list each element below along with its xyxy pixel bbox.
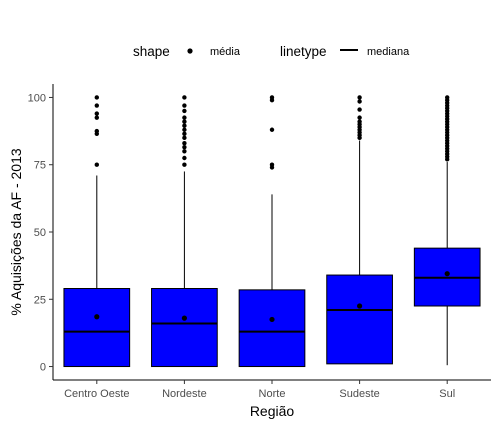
legend-title-shape: shape	[133, 44, 170, 59]
outlier-point	[94, 128, 100, 134]
outlier-point	[182, 135, 187, 141]
outlier-point	[182, 119, 187, 124]
boxes	[63, 95, 481, 368]
outlier-point	[94, 115, 100, 120]
box-group	[413, 95, 481, 366]
outlier-point	[269, 162, 275, 167]
outlier-point	[269, 127, 275, 132]
outlier-point	[182, 162, 187, 167]
y-tick-label: 25	[34, 294, 46, 306]
box-group	[326, 95, 393, 365]
mean-point	[94, 314, 100, 320]
outlier-point	[182, 145, 187, 150]
outlier-point	[182, 131, 187, 136]
x-tick-label: Nordeste	[162, 388, 207, 400]
box-iqr	[63, 288, 131, 368]
mean-point	[444, 271, 450, 277]
outlier-point	[94, 95, 100, 100]
box-group	[238, 95, 306, 368]
y-tick-label: 0	[40, 362, 46, 374]
outlier-point	[182, 149, 187, 154]
outlier-point	[94, 111, 100, 116]
y-ticks: 0 25 50 75 100	[28, 92, 53, 374]
legend-title-linetype: linetype	[280, 44, 327, 59]
outlier-point	[182, 95, 187, 100]
outlier-point	[357, 115, 362, 120]
legend: shape média linetype mediana	[133, 44, 410, 59]
box-group	[63, 95, 131, 368]
y-tick-label: 100	[28, 92, 46, 104]
box-iqr	[151, 288, 218, 368]
outlier-point	[269, 95, 275, 100]
outlier-point	[357, 99, 362, 104]
legend-label-media: média	[210, 46, 241, 58]
mean-point	[357, 303, 363, 309]
legend-key-point	[187, 48, 193, 54]
mean-point	[269, 316, 275, 323]
outlier-point	[94, 103, 100, 108]
x-tick-label: Norte	[259, 388, 286, 400]
outlier-point	[182, 103, 187, 108]
outlier-point	[182, 141, 187, 146]
box-group	[151, 95, 218, 368]
outlier-point	[445, 95, 450, 100]
outlier-point	[357, 119, 362, 124]
x-ticks: Centro Oeste Nordeste Norte Sudeste Sul	[64, 380, 455, 400]
legend-label-mediana: mediana	[367, 46, 410, 58]
y-axis-title: % Aquisições da AF - 2013	[8, 148, 24, 316]
y-tick-label: 50	[34, 227, 46, 239]
x-axis-title: Região	[250, 403, 295, 419]
box-iqr	[326, 274, 393, 365]
outlier-point	[94, 162, 100, 167]
x-tick-label: Centro Oeste	[64, 388, 129, 400]
outlier-point	[182, 115, 187, 120]
x-tick-label: Sudeste	[339, 388, 379, 400]
outlier-point	[357, 107, 362, 112]
outlier-point	[182, 108, 187, 114]
y-tick-label: 75	[34, 160, 46, 172]
outlier-point	[182, 155, 187, 161]
outlier-point	[182, 123, 187, 128]
outlier-point	[182, 127, 187, 132]
mean-point	[181, 315, 187, 321]
box-iqr	[238, 289, 306, 368]
outlier-point	[357, 95, 362, 100]
x-tick-label: Sul	[439, 388, 455, 400]
